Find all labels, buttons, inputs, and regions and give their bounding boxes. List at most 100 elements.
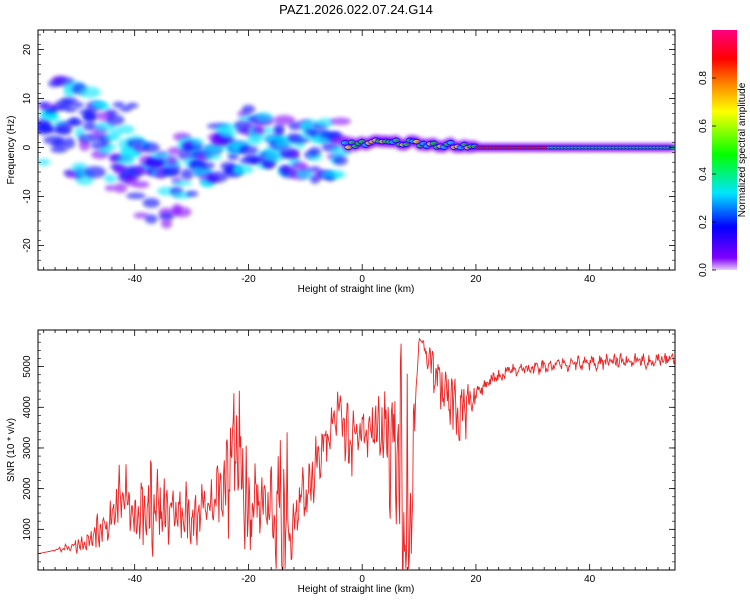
spectral-blob (207, 171, 228, 183)
spectrogram-y-label: Frequency (Hz) (6, 116, 17, 185)
snr-y-ticks: 1000 2000 3000 4000 5000 (22, 333, 675, 571)
colorbar-gradient (712, 30, 737, 270)
spectral-blob (99, 103, 112, 110)
x-tick-label: 20 (470, 574, 482, 585)
snr-y-label: SNR (10 * v/v) (6, 418, 17, 482)
spectral-blob (83, 120, 97, 132)
colorbar-ticks: 0.0 0.2 0.4 0.6 0.8 (698, 71, 716, 277)
spectral-blob (48, 112, 60, 121)
spectral-blob (142, 198, 160, 208)
spectral-blob (333, 156, 348, 166)
y-tick-label: 2000 (22, 477, 33, 500)
spectral-blob (203, 153, 222, 161)
spectral-blob (78, 86, 101, 99)
spectral-blob (192, 166, 213, 177)
spectral-blob (217, 123, 239, 131)
y-tick-label: 20 (22, 44, 33, 56)
colorbar-label: Normalized spectral amplitude (737, 82, 748, 217)
spectral-blob (309, 146, 321, 156)
snr-panel: -40 -20 0 20 40 1000 2000 3000 4000 5000 Height … (6, 329, 676, 595)
spectral-blob (104, 185, 116, 192)
colorbar-tick-label: 0.2 (698, 215, 709, 229)
spectral-blob (144, 214, 158, 224)
spectral-blob (273, 123, 285, 133)
y-tick-label: 10 (22, 93, 33, 105)
spectral-blob (85, 107, 98, 114)
spectral-blob (112, 101, 125, 108)
spectral-blob (71, 162, 88, 173)
spectral-blob (113, 183, 128, 194)
spectral-blob (75, 174, 94, 186)
y-tick-label: 4000 (22, 396, 33, 419)
spectral-blob (163, 168, 180, 177)
snr-series-line (38, 337, 675, 570)
spectral-blob (166, 155, 178, 166)
spectral-blob (50, 145, 68, 154)
spectral-blob (38, 101, 50, 108)
colorbar-tick-label: 0.0 (698, 263, 709, 277)
y-tick-label: -10 (22, 189, 33, 204)
chart-title: PAZ1.2026.022.07.24.G14 (279, 2, 433, 17)
spectral-blob (38, 158, 51, 166)
spectral-blob (57, 126, 72, 136)
spectral-blob (83, 166, 106, 179)
spectrogram-x-ticks: -40 -20 0 20 40 (43, 30, 670, 285)
spectral-blob (273, 115, 295, 126)
colorbar-tick-label: 0.4 (698, 167, 709, 181)
spectral-blob (227, 152, 239, 161)
colorbar-tick-label: 0.6 (698, 119, 709, 133)
spectral-blob (262, 126, 275, 135)
spectral-blob (106, 114, 125, 126)
spectral-blob (200, 162, 215, 169)
spectral-blob (160, 218, 173, 229)
spectral-blob (150, 152, 173, 160)
x-tick-label: -20 (241, 574, 256, 585)
snr-x-ticks: -40 -20 0 20 40 (43, 330, 670, 585)
spectrogram-x-label: Height of straight line (km) (298, 284, 415, 295)
spectral-blob (104, 143, 117, 151)
spectral-blob (238, 145, 259, 156)
spectral-blob (252, 126, 265, 134)
y-tick-label: -20 (22, 238, 33, 253)
y-tick-label: 3000 (22, 436, 33, 459)
spectral-blob (60, 97, 79, 105)
spectral-blob (172, 206, 192, 218)
spectral-blob (78, 139, 91, 151)
x-tick-label: 40 (584, 274, 596, 285)
spectral-blob (64, 106, 77, 113)
spectral-blob (185, 190, 199, 197)
spectral-blob (263, 152, 285, 163)
spectral-blob (254, 111, 273, 124)
y-tick-label: 5000 (22, 355, 33, 378)
x-tick-label: -40 (127, 274, 142, 285)
x-tick-label: 0 (359, 274, 365, 285)
spectral-blob (65, 118, 84, 127)
spectral-blob (180, 168, 194, 180)
spectral-blob (142, 142, 160, 154)
spectral-blob (191, 138, 204, 148)
spectral-blob (316, 118, 334, 128)
spectral-blob (295, 168, 314, 180)
spectral-blob (325, 170, 346, 179)
spectral-blob (132, 180, 150, 189)
x-tick-label: 0 (359, 574, 365, 585)
colorbar-tick-label: 0.8 (698, 71, 709, 85)
spectral-blob (133, 212, 149, 219)
spectral-blob (172, 180, 192, 187)
spectral-blob (289, 151, 300, 159)
spectral-blob (51, 139, 67, 148)
spectrogram-y-ticks: -20 -10 0 10 20 (22, 34, 675, 271)
y-tick-label: 1000 (22, 518, 33, 541)
spectral-blob (126, 102, 139, 109)
spectral-blob (63, 137, 76, 149)
spectral-blob (219, 129, 237, 139)
x-tick-label: 40 (584, 574, 596, 585)
spectral-blob (71, 102, 84, 109)
spectral-blob (241, 104, 256, 114)
spectral-blob (232, 163, 254, 175)
spectral-blob (103, 174, 117, 183)
spectral-blob (105, 109, 118, 116)
spectral-blob (116, 124, 135, 135)
spectrogram-panel: -40 -20 0 20 40 -20 -10 0 10 20 Height of straig… (6, 29, 676, 295)
